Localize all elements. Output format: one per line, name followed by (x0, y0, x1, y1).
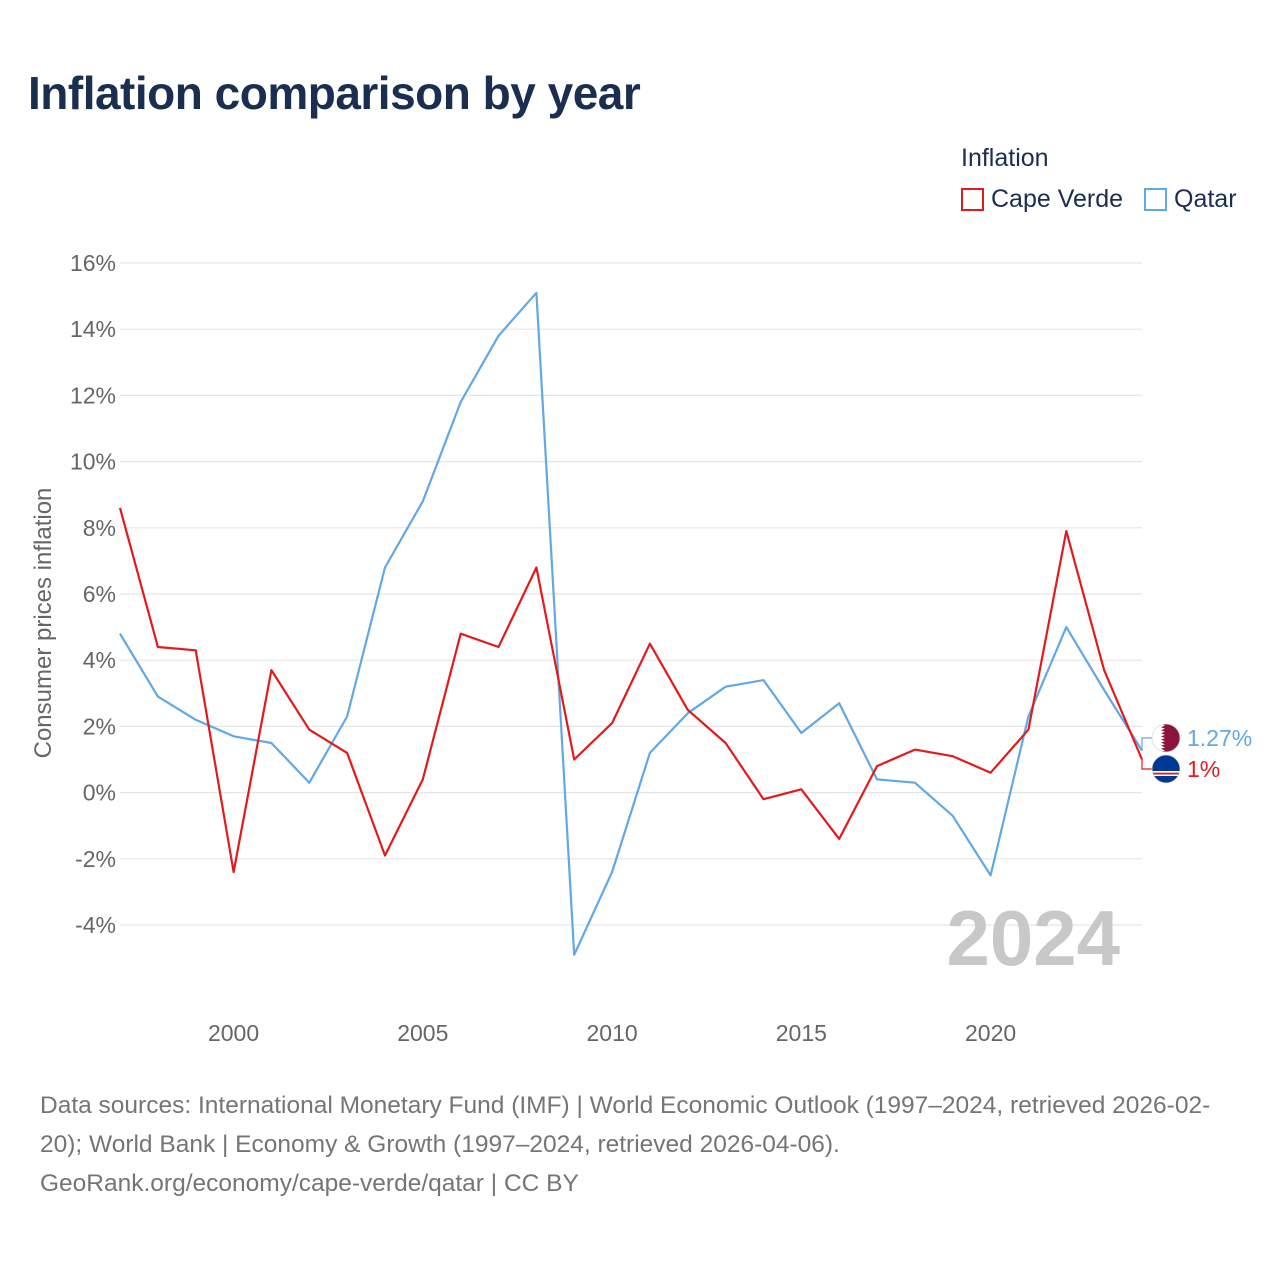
connector-cape-verde (1141, 759, 1152, 770)
legend-label-cape-verde: Cape Verde (991, 185, 1124, 213)
y-tick-label: 14% (70, 316, 116, 342)
legend-item-cape-verde[interactable]: Cape Verde (961, 185, 1123, 214)
y-tick-label: 10% (70, 449, 116, 475)
y-tick-label: 0% (83, 780, 116, 806)
x-tick-label: 2015 (776, 1020, 827, 1046)
footer: Data sources: International Monetary Fun… (40, 1086, 1250, 1203)
x-tick-label: 2020 (965, 1020, 1016, 1046)
attribution-text: GeoRank.org/economy/cape-verde/qatar | C… (40, 1170, 579, 1197)
x-tick-label: 2000 (208, 1020, 259, 1046)
x-tick-label: 2005 (397, 1020, 448, 1046)
y-tick-label: -2% (75, 846, 116, 872)
end-value-label-cape-verde: 1% (1187, 756, 1220, 782)
y-tick-label: 6% (83, 581, 116, 607)
connector-qatar (1141, 737, 1152, 751)
legend-item-qatar[interactable]: Qatar (1144, 185, 1237, 214)
y-tick-label: 16% (70, 250, 116, 276)
qatar-flag-icon (1151, 723, 1181, 753)
line-chart: -4% -2% 0% 2% 4% 6% 8% 10% 12% 14% 16% 2000 2005 2010… (30, 250, 1252, 1046)
y-tick-label: 8% (83, 515, 116, 541)
y-axis-label: Consumer prices inflation (30, 488, 57, 759)
end-value-label-qatar: 1.27% (1187, 725, 1252, 751)
x-tick-label: 2010 (586, 1020, 637, 1046)
y-tick-label: 12% (70, 382, 116, 408)
data-sources-text: Data sources: International Monetary Fun… (40, 1092, 1211, 1158)
y-tick-label: 4% (83, 647, 116, 673)
legend-title: Inflation (961, 144, 1049, 172)
series-line-cape-verde[interactable] (118, 507, 1144, 874)
cape-verde-flag-icon (1151, 754, 1181, 784)
chart-title: Inflation comparison by year (28, 67, 641, 119)
year-watermark: 2024 (946, 894, 1120, 982)
y-tick-label: 2% (83, 713, 116, 739)
legend-swatch-qatar (1144, 188, 1167, 211)
legend-label-qatar: Qatar (1174, 185, 1237, 213)
y-tick-label: -4% (75, 912, 116, 938)
legend-swatch-cape-verde (961, 188, 984, 211)
series-line-qatar[interactable] (119, 291, 1143, 956)
